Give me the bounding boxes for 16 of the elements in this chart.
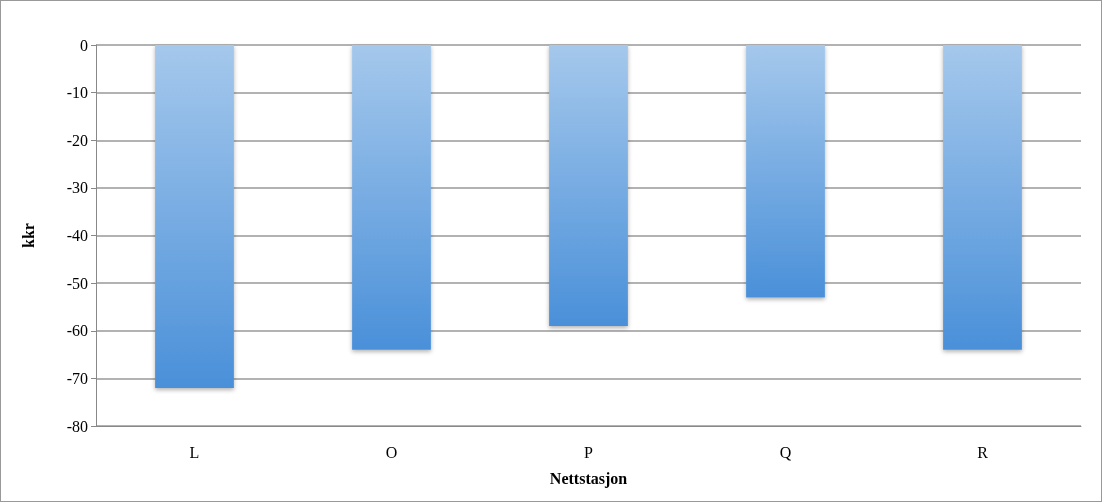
- y-tick-label: -20: [66, 131, 88, 149]
- x-tick-label: L: [189, 443, 200, 461]
- y-axis-title: kkr: [19, 223, 37, 248]
- y-tick-label: -50: [66, 274, 88, 292]
- y-tick-label: -60: [66, 322, 88, 340]
- x-tick-label: P: [584, 443, 594, 461]
- y-tick-label: -10: [66, 84, 88, 102]
- x-tick-label: O: [385, 443, 398, 461]
- y-tick-label: -40: [66, 227, 88, 244]
- y-tick-label: -80: [66, 417, 88, 435]
- x-axis-title: Nettstasjon: [549, 469, 628, 488]
- x-tick-label: R: [977, 443, 989, 461]
- y-tick-label: -70: [66, 369, 88, 387]
- y-tick-label: -30: [66, 179, 88, 197]
- x-tick-label: Q: [779, 443, 792, 461]
- y-tick-label: 0: [80, 36, 88, 54]
